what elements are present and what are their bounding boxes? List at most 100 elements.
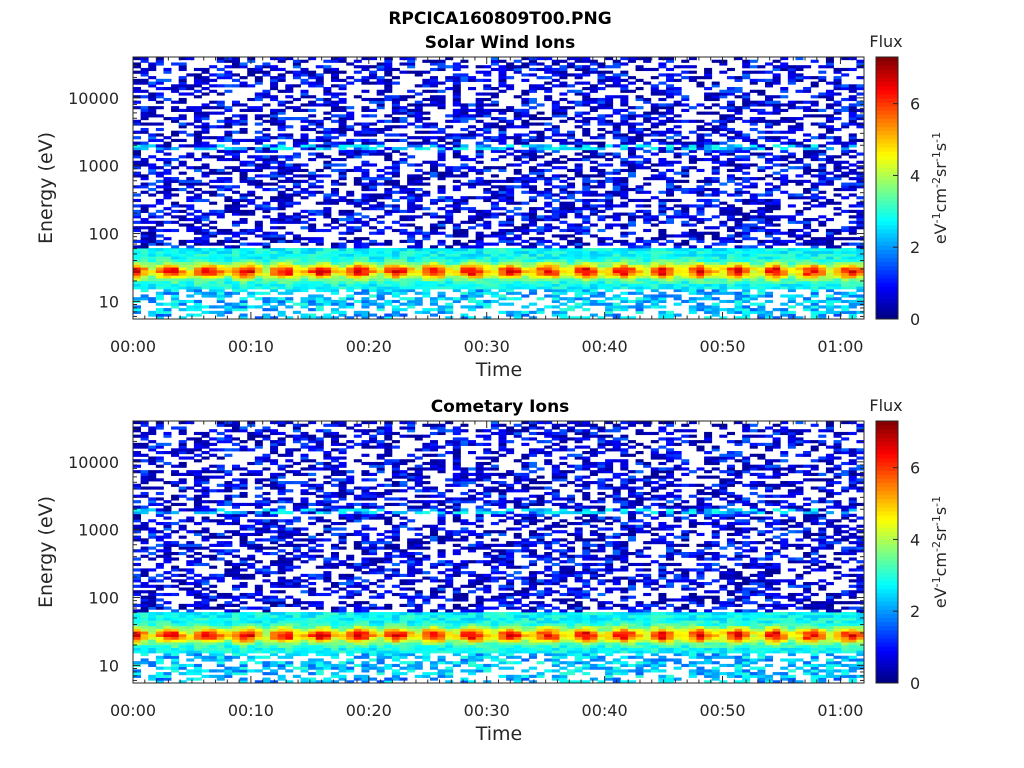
heatmap-cell xyxy=(330,163,339,167)
heatmap-cell xyxy=(330,190,339,194)
heatmap-cell xyxy=(567,256,576,260)
heatmap-cell xyxy=(407,239,416,243)
heatmap-cell xyxy=(559,250,568,254)
heatmap-cell xyxy=(315,179,324,183)
heatmap-cell xyxy=(574,264,583,268)
heatmap-cell xyxy=(551,215,560,219)
heatmap-cell xyxy=(140,73,149,77)
heatmap-cell xyxy=(452,76,461,80)
heatmap-cell xyxy=(262,155,271,159)
heatmap-cell xyxy=(658,207,667,211)
heatmap-cell xyxy=(369,57,378,61)
heatmap-cell xyxy=(620,269,629,274)
heatmap-cell xyxy=(704,144,713,148)
heatmap-cell xyxy=(711,125,720,129)
heatmap-cell xyxy=(711,127,720,132)
heatmap-cell xyxy=(262,62,271,66)
heatmap-cell xyxy=(452,226,461,230)
heatmap-cell xyxy=(757,78,766,82)
heatmap-cell xyxy=(460,65,469,69)
heatmap-cell xyxy=(155,242,164,246)
heatmap-cell xyxy=(757,269,766,274)
heatmap-cell xyxy=(696,258,705,263)
heatmap-cell xyxy=(711,193,720,197)
heatmap-cell xyxy=(231,239,240,243)
heatmap-cell xyxy=(239,237,248,241)
heatmap-cell xyxy=(536,228,545,233)
heatmap-cell xyxy=(300,144,309,148)
heatmap-cell xyxy=(772,283,781,287)
heatmap-cell xyxy=(384,190,393,194)
heatmap-cell xyxy=(582,190,591,194)
heatmap-cell xyxy=(688,141,697,145)
heatmap-cell xyxy=(452,231,461,235)
heatmap-cell xyxy=(605,177,614,181)
heatmap-cell xyxy=(452,81,461,85)
heatmap-cell xyxy=(734,258,743,263)
heatmap-cell xyxy=(749,256,758,260)
heatmap-cell xyxy=(635,280,644,284)
heatmap-cell xyxy=(270,196,279,200)
heatmap-cell xyxy=(742,288,751,293)
heatmap-cell xyxy=(247,275,256,279)
heatmap-cell xyxy=(231,302,240,306)
heatmap-cell xyxy=(376,269,385,274)
heatmap-cell xyxy=(620,242,629,246)
heatmap-cell xyxy=(803,138,812,143)
heatmap-cell xyxy=(536,248,545,252)
heatmap-cell xyxy=(757,294,766,298)
heatmap-cell xyxy=(612,294,621,298)
heatmap-cell xyxy=(772,231,781,235)
heatmap-cell xyxy=(795,242,804,246)
heatmap-cell xyxy=(346,288,355,293)
heatmap-cell xyxy=(498,185,507,189)
heatmap-cell xyxy=(171,288,180,293)
heatmap-cell xyxy=(536,193,545,197)
heatmap-cell xyxy=(810,291,819,295)
heatmap-cell xyxy=(445,264,454,268)
heatmap-cell xyxy=(574,141,583,145)
heatmap-cell xyxy=(460,108,469,112)
heatmap-cell xyxy=(795,248,804,252)
heatmap-cell xyxy=(216,239,225,243)
heatmap-cell xyxy=(780,231,789,235)
heatmap-cell xyxy=(239,138,248,143)
heatmap-cell xyxy=(475,299,484,304)
heatmap-cell xyxy=(734,220,743,224)
heatmap-cell xyxy=(437,275,446,279)
heatmap-cell xyxy=(521,62,530,66)
heatmap-cell xyxy=(536,147,545,151)
heatmap-cell xyxy=(772,264,781,268)
heatmap-cell xyxy=(551,209,560,213)
heatmap-cell xyxy=(688,166,697,170)
heatmap-cell xyxy=(308,294,317,298)
heatmap-cell xyxy=(536,122,545,126)
heatmap-cell xyxy=(140,288,149,293)
heatmap-cell xyxy=(536,258,545,263)
heatmap-cell xyxy=(292,264,301,268)
heatmap-cell xyxy=(384,89,393,93)
heatmap-cell xyxy=(277,127,286,132)
heatmap-cell xyxy=(726,174,735,178)
heatmap-cell xyxy=(635,188,644,192)
heatmap-cell xyxy=(620,168,629,173)
heatmap-cell xyxy=(353,226,362,230)
heatmap-cell xyxy=(498,147,507,151)
heatmap-cell xyxy=(460,291,469,295)
heatmap-cell xyxy=(536,218,545,222)
heatmap-cell xyxy=(696,81,705,85)
heatmap-cell xyxy=(353,242,362,246)
heatmap-cell xyxy=(483,111,492,115)
heatmap-cell xyxy=(551,242,560,246)
heatmap-cell xyxy=(140,204,149,208)
heatmap-cell xyxy=(567,272,576,276)
heatmap-cell xyxy=(376,297,385,301)
heatmap-cell xyxy=(597,141,606,145)
heatmap-cell xyxy=(711,242,720,246)
heatmap-cell xyxy=(605,308,614,312)
heatmap-cell xyxy=(704,291,713,295)
heatmap-cell xyxy=(551,288,560,293)
heatmap-cell xyxy=(186,179,195,183)
heatmap-cell xyxy=(490,256,499,260)
heatmap-cell xyxy=(795,280,804,284)
